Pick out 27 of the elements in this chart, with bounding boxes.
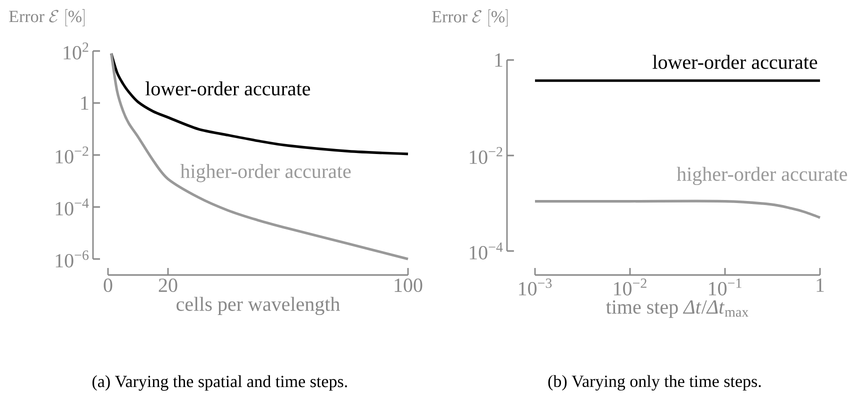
x-tick-label: 100	[394, 278, 422, 292]
x-axis-title: time step Δt/Δt$_{max}$	[606, 300, 748, 318]
series-label: lower-order accurate	[652, 54, 818, 69]
line-series	[110, 52, 410, 260]
y-tick-label: 10$^{−4}$	[56, 198, 89, 216]
text: (a) Varying the spatial and time steps.	[92, 375, 347, 391]
x-tick-label: 1	[816, 278, 824, 292]
x-tick-label: 10$^{−2}$	[614, 278, 646, 296]
y-tick-label: 10$^{−2}$	[470, 147, 502, 164]
y-axis-title: $\mathrm{Error}\ \mathcal{E}\ [\%]$	[9, 9, 85, 26]
series-label: higher-order accurate	[676, 166, 848, 186]
text: (b) Varying only the time steps.	[548, 375, 761, 391]
y-tick-label: 10$^{−6}$	[56, 250, 89, 268]
y-tick-label: 10$^{−4}$	[470, 242, 503, 260]
series-label: higher-order accurate	[180, 164, 351, 182]
y-tick-label: 10$^{2}$	[64, 42, 88, 60]
line-series	[110, 52, 410, 156]
x-tick-label: 0	[104, 278, 112, 292]
x-tick-label: 20	[158, 278, 178, 292]
y-tick-label: 1	[495, 53, 502, 67]
x-axis-title: cells per wavelength	[176, 296, 340, 316]
y-tick-label: 10$^{−2}$	[56, 146, 88, 164]
x-tick-label: 10$^{−1}$	[709, 278, 742, 296]
series-label: lower-order accurate	[146, 81, 310, 96]
y-tick-label: 1	[81, 96, 88, 110]
x-tick-label: 10$^{−3}$	[519, 278, 552, 296]
y-axis-title: $\mathrm{Error}\ \mathcal{E}\ [\%]$	[432, 9, 508, 27]
